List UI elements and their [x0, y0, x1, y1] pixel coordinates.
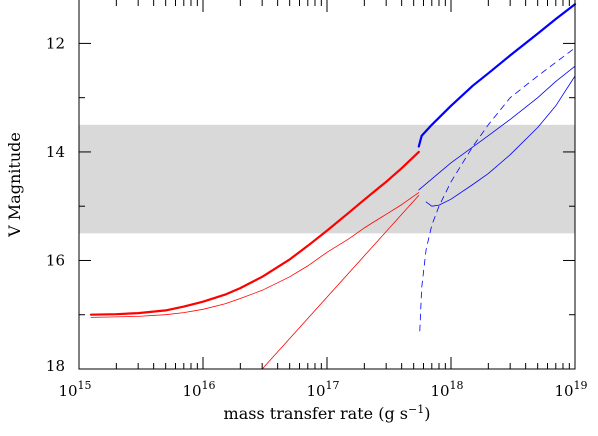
target-magnitude-band — [79, 124, 575, 234]
x-axis-title-exponent: −1 — [408, 403, 424, 416]
x-tick-label-base: 10 — [306, 382, 325, 400]
y-tick-label: 16 — [46, 251, 65, 269]
y-tick-label: 14 — [46, 143, 65, 161]
x-tick-label: 1017 — [306, 379, 339, 400]
y-axis-title: V Magnitude — [5, 132, 24, 238]
x-tick-label-base: 10 — [430, 382, 449, 400]
x-tick-label: 1018 — [430, 379, 463, 400]
y-tick-label: 18 — [46, 357, 65, 375]
x-tick-label-base: 10 — [182, 382, 201, 400]
x-tick-label-exponent: 17 — [326, 379, 340, 392]
x-tick-label-base: 10 — [58, 382, 77, 400]
x-tick-label: 1015 — [58, 379, 91, 400]
x-tick-label-exponent: 19 — [574, 379, 588, 392]
series-line-1 — [89, 150, 420, 316]
x-axis-title-end: ) — [424, 404, 430, 423]
x-tick-label-exponent: 15 — [78, 379, 92, 392]
series-line-2 — [90, 192, 420, 318]
y-tick-label: 12 — [46, 34, 65, 52]
x-tick-label-exponent: 18 — [450, 379, 464, 392]
series-line-6 — [425, 75, 576, 207]
series-line-3 — [261, 194, 420, 370]
x-axis-title-main: mass transfer rate (g s — [224, 404, 408, 423]
series-line-5 — [418, 65, 576, 191]
x-tick-label: 1019 — [554, 379, 587, 400]
x-tick-label: 1016 — [182, 379, 215, 400]
x-axis-title: mass transfer rate (g s−1) — [224, 403, 431, 423]
x-tick-label-exponent: 16 — [202, 379, 216, 392]
x-tick-label-base: 10 — [554, 382, 573, 400]
series-line-4 — [417, 3, 577, 148]
